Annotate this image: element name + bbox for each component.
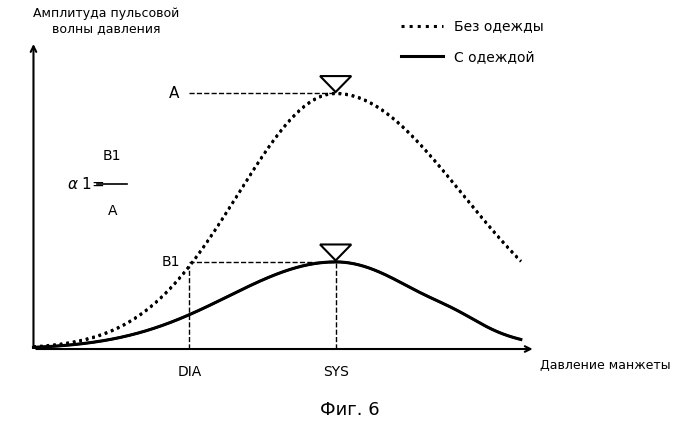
Text: Давление манжеты: Давление манжеты <box>540 359 671 372</box>
Text: B1: B1 <box>161 255 180 269</box>
Legend: Без одежды, С одеждой: Без одежды, С одеждой <box>401 19 544 64</box>
Text: A: A <box>108 204 117 218</box>
Text: Фиг. 6: Фиг. 6 <box>319 401 380 419</box>
Text: SYS: SYS <box>323 365 349 379</box>
Text: A: A <box>169 86 180 101</box>
Polygon shape <box>320 76 351 92</box>
Text: $\alpha$ 1=: $\alpha$ 1= <box>67 176 106 192</box>
Text: B1: B1 <box>103 149 122 163</box>
Text: Амплитуда пульсовой
волны давления: Амплитуда пульсовой волны давления <box>34 8 180 36</box>
Text: DIA: DIA <box>178 365 201 379</box>
Polygon shape <box>320 244 351 261</box>
